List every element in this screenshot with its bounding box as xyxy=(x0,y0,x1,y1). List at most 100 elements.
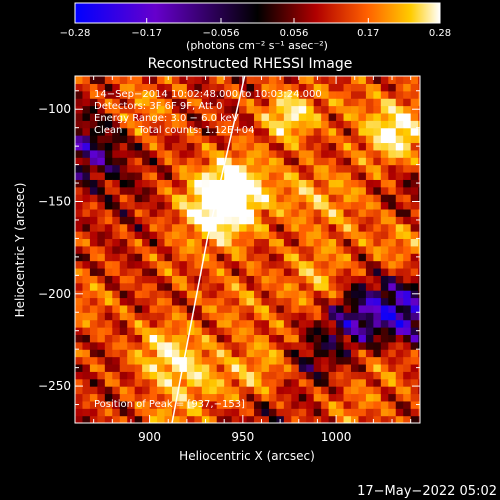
heatmap-cell xyxy=(142,260,151,269)
heatmap-cell xyxy=(418,120,420,129)
heatmap-cell xyxy=(351,135,360,144)
heatmap-cell xyxy=(403,312,412,321)
heatmap-cell xyxy=(410,149,419,158)
heatmap-cell xyxy=(89,245,98,254)
heatmap-cell xyxy=(194,386,203,395)
heatmap-cell xyxy=(276,253,285,262)
heatmap-cell xyxy=(112,312,121,321)
heatmap-cell xyxy=(365,171,374,180)
heatmap-cell xyxy=(104,334,113,343)
heatmap-cell xyxy=(380,341,389,350)
heatmap-cell xyxy=(246,105,255,114)
annotation-time: 14−Sep−2014 10:02:48.000 to 10:03:24.000 xyxy=(94,89,322,100)
heatmap-cell xyxy=(134,386,143,395)
heatmap-cell xyxy=(231,83,240,92)
heatmap-cell xyxy=(142,83,151,92)
heatmap-cell xyxy=(403,186,412,195)
heatmap-cell xyxy=(373,290,382,299)
heatmap-cell xyxy=(298,356,307,365)
heatmap-cell xyxy=(388,216,397,225)
heatmap-cell xyxy=(336,83,345,92)
heatmap-cell xyxy=(403,415,412,423)
heatmap-cell xyxy=(268,393,278,402)
heatmap-cell xyxy=(336,142,345,151)
heatmap-cell xyxy=(89,312,98,321)
heatmap-cell xyxy=(336,135,345,144)
heatmap-cell xyxy=(268,186,278,195)
heatmap-cell xyxy=(224,341,233,350)
heatmap-cell xyxy=(343,327,352,335)
heatmap-cell xyxy=(358,149,367,158)
heatmap-cell xyxy=(127,171,136,180)
heatmap-cell xyxy=(373,120,382,129)
heatmap-cell xyxy=(268,290,278,299)
heatmap-cell xyxy=(313,194,322,203)
heatmap-cell xyxy=(343,149,352,158)
heatmap-cell xyxy=(194,105,203,114)
heatmap-cell xyxy=(224,208,233,217)
heatmap-cell xyxy=(328,208,337,217)
heatmap-cell xyxy=(134,312,143,321)
heatmap-cell xyxy=(201,120,210,129)
heatmap-cell xyxy=(276,393,285,402)
heatmap-cell xyxy=(261,334,270,343)
heatmap-cell xyxy=(186,157,195,166)
heatmap-cell xyxy=(164,349,173,358)
heatmap-cell xyxy=(395,112,404,121)
heatmap-cell xyxy=(239,275,248,284)
heatmap-cell xyxy=(336,90,345,99)
heatmap-cell xyxy=(149,223,158,232)
heatmap-cell xyxy=(134,319,143,328)
heatmap-cell xyxy=(209,371,218,380)
heatmap-cell xyxy=(239,164,248,173)
heatmap-cell xyxy=(246,245,255,254)
heatmap-cell xyxy=(119,282,128,291)
heatmap-cell xyxy=(358,157,367,166)
colorbar-tick-label: −0.056 xyxy=(202,28,239,39)
heatmap-cell xyxy=(157,179,166,188)
heatmap-cell xyxy=(179,223,188,232)
heatmap-cell xyxy=(283,378,292,387)
heatmap-cell xyxy=(291,378,300,387)
heatmap-cell xyxy=(395,363,404,372)
heatmap-cell xyxy=(395,223,404,232)
heatmap-cell xyxy=(313,135,322,144)
heatmap-cell xyxy=(403,142,412,151)
heatmap-cell xyxy=(171,83,181,92)
heatmap-cell xyxy=(261,238,270,247)
heatmap-cell xyxy=(216,282,225,291)
heatmap-cell xyxy=(216,304,225,313)
heatmap-cell xyxy=(97,393,106,402)
heatmap-cell xyxy=(194,334,203,343)
heatmap-cell xyxy=(410,171,419,180)
heatmap-cell xyxy=(410,231,419,240)
heatmap-cell xyxy=(365,393,374,402)
heatmap-cell xyxy=(142,157,151,166)
heatmap-cell xyxy=(343,157,352,166)
heatmap-cell xyxy=(239,112,248,121)
heatmap-cell xyxy=(127,349,136,358)
heatmap-cell xyxy=(336,327,345,335)
heatmap-cell xyxy=(254,194,263,203)
heatmap-cell xyxy=(358,253,367,262)
heatmap-cell xyxy=(313,312,322,321)
heatmap-cell xyxy=(149,90,158,99)
heatmap-cell xyxy=(89,341,98,350)
heatmap-cell xyxy=(321,142,330,151)
heatmap-cell xyxy=(380,349,389,358)
heatmap-cell xyxy=(403,157,412,166)
heatmap-cell xyxy=(336,149,345,158)
heatmap-cell xyxy=(119,171,128,180)
heatmap-cell xyxy=(119,179,128,188)
heatmap-cell xyxy=(134,135,143,144)
heatmap-cell xyxy=(179,327,188,335)
heatmap-cell xyxy=(75,245,84,254)
heatmap-cell xyxy=(313,282,322,291)
heatmap-cell xyxy=(306,378,315,387)
heatmap-cell xyxy=(246,327,255,335)
heatmap-cell xyxy=(358,194,367,203)
heatmap-cell xyxy=(246,216,255,225)
heatmap-cell xyxy=(388,341,397,350)
heatmap-cell xyxy=(239,171,248,180)
heatmap-cell xyxy=(224,186,233,195)
